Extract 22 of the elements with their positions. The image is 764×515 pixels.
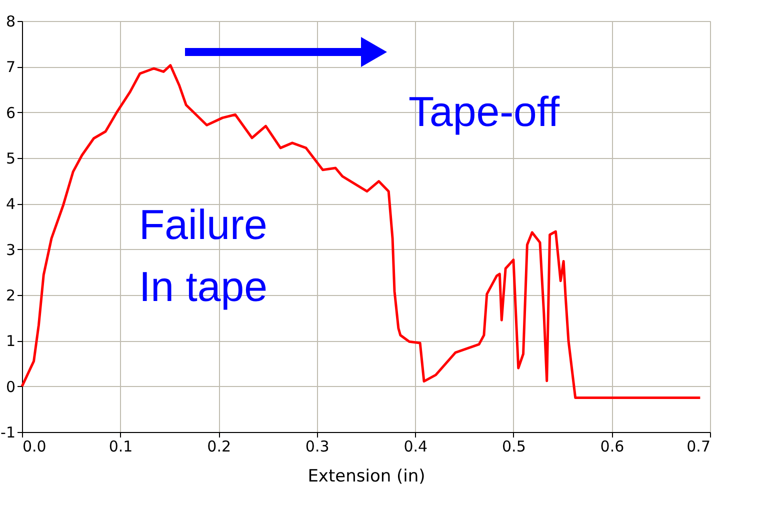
y-tick-label: 7 xyxy=(6,58,16,76)
x-tick-label: 0.0 xyxy=(22,438,46,456)
y-tick-label: 1 xyxy=(6,332,16,350)
y-tick-label: 8 xyxy=(6,12,16,30)
y-tick-label: -1 xyxy=(0,424,16,442)
annotation: Tape-off xyxy=(408,88,560,135)
x-tick-label: 0.3 xyxy=(305,438,330,456)
y-tick-label: 3 xyxy=(6,240,16,259)
x-axis-title: Extension (in) xyxy=(308,466,426,486)
y-tick-label: 2 xyxy=(6,286,16,304)
x-tick-label: 0.1 xyxy=(108,438,133,456)
y-tick-label: 0 xyxy=(6,378,16,396)
x-tick-label: 0.2 xyxy=(207,438,231,456)
x-tick-label: 0.5 xyxy=(502,438,526,456)
y-tick-label: 6 xyxy=(6,104,16,122)
y-tick-label: 4 xyxy=(6,195,16,214)
x-tick-label: 0.4 xyxy=(404,438,428,456)
x-tick-label: 0.7 xyxy=(686,438,710,456)
y-tick-label: 5 xyxy=(6,150,16,168)
annotation: Failure In tape xyxy=(139,201,268,310)
line-series xyxy=(20,64,702,399)
x-tick-label: 0.6 xyxy=(600,438,624,456)
